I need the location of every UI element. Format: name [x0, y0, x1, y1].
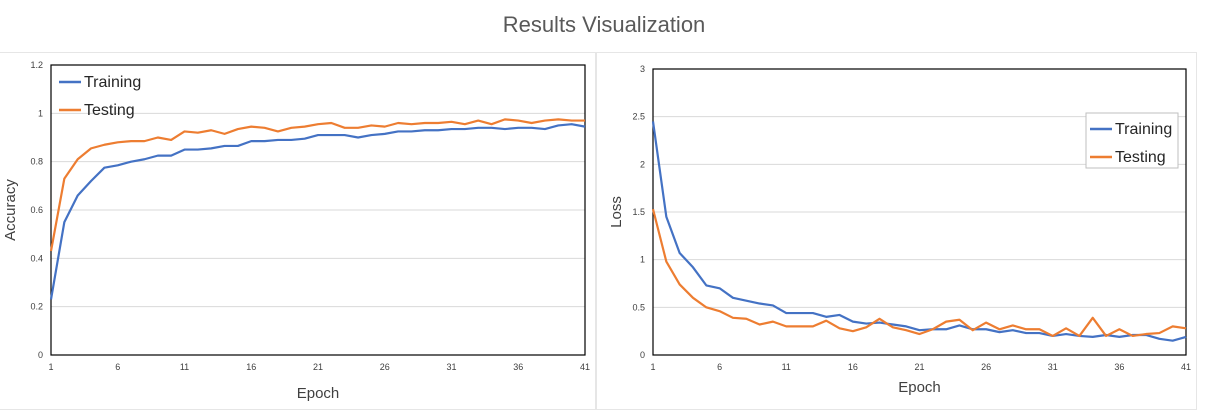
y-tick-label: 0.4	[30, 253, 43, 263]
x-tick-label: 16	[246, 362, 256, 372]
y-tick-label: 1	[38, 108, 43, 118]
x-tick-label: 21	[914, 362, 924, 372]
y-tick-label: 0.6	[30, 205, 43, 215]
y-tick-label: 0	[38, 350, 43, 360]
x-tick-label: 31	[1048, 362, 1058, 372]
y-tick-label: 0.2	[30, 302, 43, 312]
x-tick-label: 41	[580, 362, 590, 372]
x-tick-label: 41	[1181, 362, 1191, 372]
legend-box	[1085, 112, 1179, 169]
legend-label-testing: Testing	[84, 102, 135, 119]
y-tick-label: 0.5	[632, 302, 645, 312]
x-tick-label: 6	[115, 362, 120, 372]
y-tick-label: 1.2	[30, 60, 43, 70]
x-tick-label: 26	[380, 362, 390, 372]
loss-chart: 00.511.522.531 6 11 16 21 26 31 36 41EpochLossTr…	[608, 64, 1191, 396]
series-line-testing	[49, 118, 585, 252]
x-tick-label: 16	[848, 362, 858, 372]
x-tick-label: 26	[981, 362, 991, 372]
x-tick-label: 11	[180, 362, 189, 372]
series-line-training	[49, 123, 586, 300]
y-tick-label: 2.5	[632, 112, 645, 122]
chart-legend: Training Testing	[59, 74, 141, 119]
x-tick-label: 36	[513, 362, 523, 372]
y-tick-label: 1.5	[632, 207, 645, 217]
x-tick-label: 1	[650, 362, 655, 372]
accuracy-chart: 00.20.40.60.811.21 6 11 16 21 26 31 36 41EpochAc…	[2, 60, 590, 402]
series-line-testing	[651, 208, 1187, 338]
legend-label-training: Training	[1115, 121, 1172, 138]
y-tick-label: 3	[640, 64, 645, 74]
chart-legend: Training Testing	[1085, 112, 1179, 169]
x-tick-label: 6	[717, 362, 722, 372]
y-tick-label: 2	[640, 159, 645, 169]
plot-frame	[50, 64, 586, 356]
accuracy-chart-panel: 0 0.2 0.4 0.6 0.8 1 1.2 1 6 11 16 21 26 31 36 41 Epoch Ac…	[0, 52, 596, 410]
series-line-training	[651, 121, 1187, 342]
y-tick-label: 1	[640, 255, 645, 265]
page-title: Results Visualization	[502, 12, 706, 37]
y-axis-title: Loss	[608, 196, 625, 228]
loss-chart-panel: 0 0.5 1 1.5 2 2.5 3 1 6 11 16 21 26 31 36 41 Epoch Loss Tr…	[596, 52, 1197, 410]
x-tick-label: 11	[782, 362, 791, 372]
x-tick-label: 21	[313, 362, 323, 372]
x-tick-label: 31	[446, 362, 456, 372]
legend-label-testing: Testing	[1115, 149, 1166, 166]
y-axis-title: Accuracy	[2, 179, 19, 241]
x-tick-label: 36	[1114, 362, 1124, 372]
x-axis-title: Epoch	[898, 379, 941, 396]
x-tick-label: 1	[48, 362, 53, 372]
x-axis-title: Epoch	[297, 385, 340, 402]
y-tick-label: 0	[640, 350, 645, 360]
y-tick-label: 0.8	[30, 157, 43, 167]
legend-label-training: Training	[84, 74, 141, 91]
